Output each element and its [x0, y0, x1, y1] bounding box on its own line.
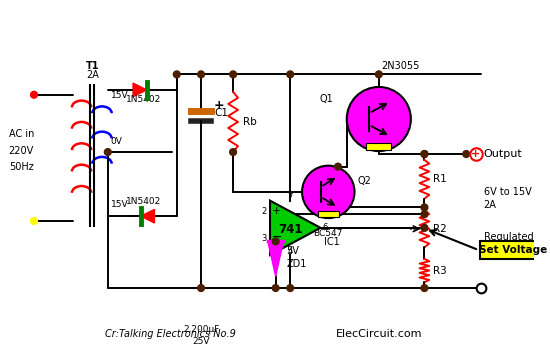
Text: 1N5402: 1N5402	[126, 197, 161, 206]
Text: IC1: IC1	[324, 237, 340, 247]
Circle shape	[31, 218, 37, 224]
Text: Rb: Rb	[243, 117, 256, 127]
Circle shape	[287, 285, 294, 291]
Circle shape	[421, 204, 428, 211]
Circle shape	[197, 285, 205, 291]
Text: 0V: 0V	[111, 137, 123, 146]
Bar	[317, 211, 339, 217]
Text: 1N5402: 1N5402	[126, 94, 161, 104]
Circle shape	[421, 211, 428, 218]
Text: +: +	[272, 206, 282, 216]
Text: 5V: 5V	[287, 246, 299, 256]
Text: ElecCircuit.com: ElecCircuit.com	[336, 329, 422, 339]
Text: 4: 4	[288, 247, 293, 256]
Text: C1: C1	[214, 108, 229, 118]
Text: Regulated: Regulated	[483, 232, 534, 243]
Text: 2,200μF: 2,200μF	[183, 325, 219, 334]
Text: 15V: 15V	[111, 91, 128, 100]
Text: Q2: Q2	[358, 176, 371, 186]
Bar	[366, 143, 392, 150]
Circle shape	[421, 151, 428, 157]
Polygon shape	[270, 201, 321, 255]
Text: 2A: 2A	[483, 200, 497, 210]
Text: Output: Output	[483, 246, 518, 256]
Text: +: +	[471, 149, 481, 159]
Circle shape	[302, 166, 355, 218]
Text: 7: 7	[288, 193, 293, 202]
Circle shape	[421, 151, 428, 157]
Text: BC547: BC547	[314, 229, 343, 238]
Circle shape	[272, 238, 279, 245]
Text: Cr:Talking Electronics No.9: Cr:Talking Electronics No.9	[104, 329, 235, 339]
Text: Output: Output	[483, 149, 522, 159]
Circle shape	[421, 285, 428, 291]
Polygon shape	[133, 83, 147, 97]
Text: +: +	[214, 99, 224, 112]
FancyBboxPatch shape	[480, 241, 546, 259]
Circle shape	[346, 87, 411, 151]
Text: 741: 741	[278, 223, 302, 236]
Text: 50Hz: 50Hz	[9, 161, 34, 172]
Text: 6: 6	[322, 223, 328, 232]
Polygon shape	[141, 209, 155, 223]
Polygon shape	[268, 241, 283, 276]
Circle shape	[463, 151, 470, 157]
Text: R2: R2	[433, 224, 447, 234]
Text: 220V: 220V	[9, 146, 34, 156]
Text: 25V: 25V	[192, 337, 210, 346]
Circle shape	[31, 91, 37, 98]
Text: 6V to 15V: 6V to 15V	[483, 187, 531, 197]
Circle shape	[230, 71, 236, 78]
Text: AC in: AC in	[9, 130, 34, 139]
Circle shape	[334, 163, 342, 170]
Circle shape	[287, 71, 294, 78]
Text: T1: T1	[85, 60, 99, 71]
Text: ZD1: ZD1	[287, 259, 307, 269]
Text: 2A: 2A	[86, 70, 98, 80]
Circle shape	[376, 71, 382, 78]
Circle shape	[421, 224, 428, 231]
Circle shape	[104, 149, 111, 155]
Circle shape	[173, 71, 180, 78]
Text: 3: 3	[262, 234, 267, 243]
Text: −: −	[272, 231, 282, 244]
Circle shape	[230, 149, 236, 155]
Circle shape	[272, 285, 279, 291]
Text: 2N3055: 2N3055	[381, 60, 419, 71]
Text: Set Voltage: Set Voltage	[478, 245, 547, 255]
Text: 15V: 15V	[111, 200, 128, 210]
Text: Q1: Q1	[320, 94, 333, 104]
Text: R1: R1	[433, 174, 447, 184]
Text: R3: R3	[433, 266, 447, 276]
Circle shape	[197, 71, 205, 78]
Text: 2: 2	[262, 207, 267, 216]
